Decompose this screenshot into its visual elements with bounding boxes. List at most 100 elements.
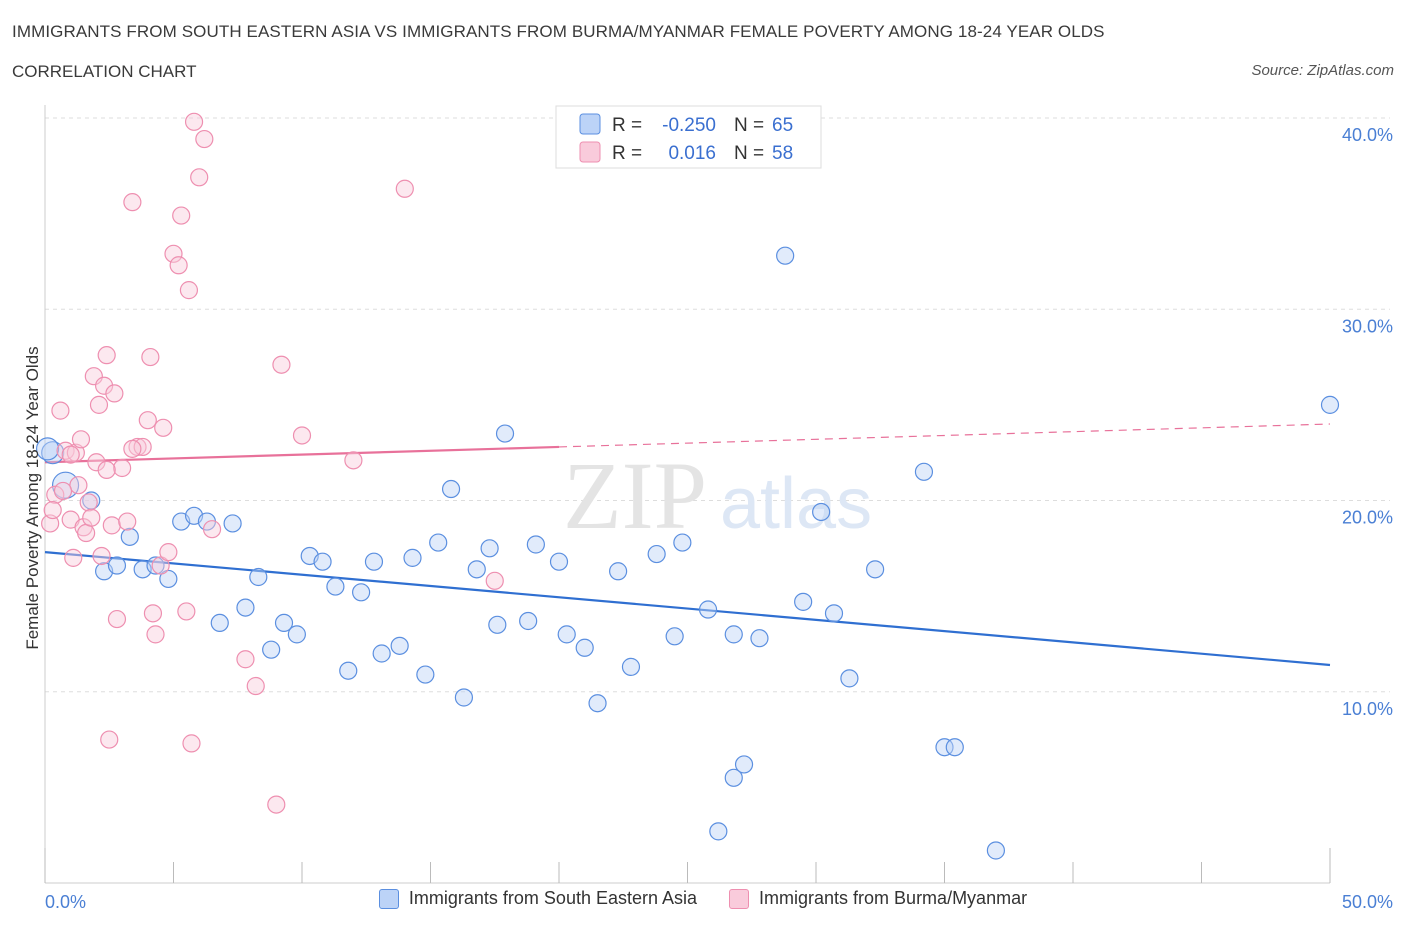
point-pink-16	[92, 546, 111, 566]
point-blue-28	[416, 665, 435, 684]
point-pink-38	[177, 602, 196, 621]
point-pink-17	[95, 376, 114, 395]
series-name-blue: Immigrants from South Eastern Asia	[408, 888, 698, 908]
tick-labels: 10.0% 20.0% 30.0% 40.0% 0.0% 50.0%	[45, 125, 1393, 912]
point-pink-54	[61, 445, 80, 464]
point-blue-56	[824, 604, 844, 623]
legend-r-label-pink: R =	[612, 143, 642, 164]
watermark-atlas: atlas	[720, 464, 872, 544]
point-pink-45	[236, 650, 255, 669]
point-pink-21	[105, 384, 124, 403]
legend-n-value-pink: 58	[772, 143, 793, 164]
trend-line-blue	[44, 551, 1331, 667]
point-blue-30	[441, 479, 461, 499]
legend-r-value-pink: 0.016	[668, 143, 716, 164]
point-pink-11	[79, 493, 98, 512]
point-blue-51	[734, 755, 754, 774]
point-blue-15	[249, 567, 268, 587]
x-tick-label-1: 50.0%	[1342, 892, 1393, 912]
point-blue-13	[223, 514, 242, 533]
point-pink-31	[146, 625, 165, 644]
point-pink-10	[77, 523, 96, 543]
chart-subtitle: CORRELATION CHART	[12, 62, 197, 81]
point-blue-64	[35, 437, 60, 461]
point-pink-50	[344, 451, 363, 470]
point-blue-21	[326, 577, 345, 596]
point-blue-37	[526, 535, 545, 554]
point-pink-5	[64, 548, 83, 567]
y-tick-label-3: 40.0%	[1342, 125, 1393, 145]
axes	[44, 105, 1331, 884]
point-blue-4	[107, 556, 127, 575]
point-blue-24	[364, 552, 384, 571]
point-blue-39	[557, 625, 576, 644]
point-pink-28	[138, 411, 157, 430]
point-blue-23	[352, 583, 371, 602]
point-pink-7	[69, 476, 88, 495]
point-blue-49	[724, 625, 743, 644]
point-blue-45	[665, 627, 684, 646]
point-blue-50	[724, 768, 743, 787]
chart-title: IMMIGRANTS FROM SOUTH EASTERN ASIA VS IM…	[12, 22, 1105, 41]
point-pink-22	[107, 609, 127, 629]
point-blue-27	[403, 548, 422, 567]
point-pink-41	[184, 112, 204, 131]
point-blue-52	[750, 629, 769, 648]
point-pink-53	[43, 500, 62, 520]
point-pink-48	[272, 355, 291, 374]
series-swatch-pink	[729, 888, 750, 909]
point-blue-57	[840, 669, 859, 688]
legend-r-label-blue: R =	[612, 115, 642, 136]
point-blue-33	[480, 539, 499, 558]
point-blue-18	[287, 625, 306, 644]
point-pink-52	[485, 571, 504, 590]
point-blue-58	[866, 560, 885, 579]
point-blue-61	[945, 738, 964, 757]
watermark: ZIP atlas	[563, 442, 872, 549]
point-blue-44	[647, 544, 666, 564]
point-blue-55	[812, 502, 831, 522]
point-blue-60	[935, 738, 954, 757]
point-pink-51	[395, 179, 414, 198]
point-blue-62	[986, 841, 1006, 860]
point-blue-40	[575, 638, 594, 657]
point-pink-35	[164, 244, 183, 263]
point-pink-0	[41, 514, 60, 533]
point-blue-59	[914, 462, 934, 481]
point-blue-5	[120, 527, 139, 546]
point-blue-26	[390, 636, 409, 655]
data-points	[35, 112, 1340, 860]
point-pink-23	[112, 458, 132, 478]
point-pink-44	[202, 520, 222, 539]
point-blue-32	[467, 560, 486, 579]
point-blue-38	[549, 552, 569, 571]
point-pink-30	[143, 604, 163, 623]
point-pink-43	[195, 129, 214, 149]
point-blue-22	[339, 661, 358, 680]
legend-n-value-blue: 65	[772, 115, 793, 136]
point-blue-34	[488, 615, 507, 634]
point-blue-14	[236, 598, 255, 617]
point-pink-12	[82, 508, 101, 527]
point-blue-8	[159, 569, 178, 589]
point-blue-43	[621, 657, 641, 676]
point-pink-47	[267, 795, 286, 814]
point-pink-15	[89, 395, 109, 414]
trend-line-pink-dashed	[558, 423, 1331, 448]
point-pink-33	[154, 418, 173, 437]
point-blue-48	[709, 822, 728, 841]
legend-n-label-blue: N =	[734, 115, 764, 136]
series-swatch-blue	[378, 888, 399, 909]
point-blue-63	[1320, 395, 1340, 414]
point-blue-17	[274, 613, 294, 633]
point-pink-25	[123, 193, 142, 212]
series-legend-item-blue: Immigrants from South Eastern Asia	[378, 888, 698, 909]
point-blue-53	[776, 246, 795, 265]
point-blue-41	[588, 694, 607, 713]
legend-n-label-pink: N =	[734, 143, 764, 164]
point-pink-14	[87, 453, 106, 472]
point-pink-42	[190, 168, 209, 187]
point-pink-40	[182, 734, 201, 753]
point-blue-7	[146, 556, 165, 575]
